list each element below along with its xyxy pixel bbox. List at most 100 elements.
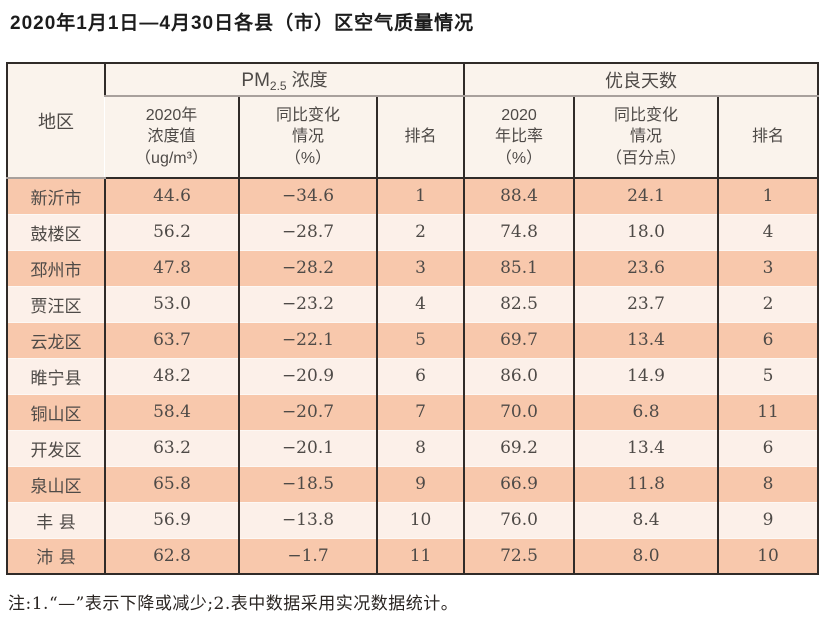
table-row: 云龙区 63.7 −22.1 5 69.7 13.4 6 <box>7 321 819 358</box>
table-row: 丰 县 56.9 −13.8 10 76.0 8.4 9 <box>7 501 819 538</box>
value-cell: 7 <box>375 393 465 430</box>
region-cell: 铜山区 <box>7 393 105 430</box>
value-cell: −18.5 <box>238 465 377 502</box>
value-cell: 6 <box>375 357 465 394</box>
value-cell: 23.7 <box>573 285 719 322</box>
value-cell: −20.7 <box>238 393 377 430</box>
table-header: 地区 PM2.5 浓度 优良天数 2020年 浓度值 （ug/m³） 同比变化 情… <box>7 63 819 179</box>
value-cell: 76.0 <box>463 501 575 538</box>
table-row: 睢宁县 48.2 −20.9 6 86.0 14.9 5 <box>7 357 819 394</box>
value-cell: 53.0 <box>104 285 239 322</box>
value-cell: 3 <box>717 249 819 286</box>
region-cell: 睢宁县 <box>7 357 105 394</box>
table-row: 沛 县 62.8 −1.7 11 72.5 8.0 10 <box>7 537 819 574</box>
value-cell: 48.2 <box>104 357 239 394</box>
region-cell: 邳州市 <box>7 249 105 286</box>
value-cell: 9 <box>717 501 819 538</box>
header-region: 地区 <box>7 63 105 179</box>
footnote: 注:1.“—”表示下降或减少;2.表中数据采用实况数据统计。 <box>8 594 459 614</box>
value-cell: −34.6 <box>238 177 377 214</box>
table-row: 贾汪区 53.0 −23.2 4 82.5 23.7 2 <box>7 285 819 322</box>
pm25-subscript: 2.5 <box>269 79 287 93</box>
header-group-pm25: PM2.5 浓度 <box>103 63 465 97</box>
value-cell: 1 <box>375 177 465 214</box>
value-cell: 8 <box>717 465 819 502</box>
header-pm-rank: 排名 <box>375 96 465 179</box>
value-cell: 11 <box>375 537 465 574</box>
value-cell: 44.6 <box>104 177 239 214</box>
header-gd-ratio: 2020 年比率 （%） <box>463 96 575 179</box>
value-cell: 13.4 <box>573 321 719 358</box>
header-sub-row: 2020年 浓度值 （ug/m³） 同比变化 情况 （%） 排名 2020 年比… <box>7 96 819 179</box>
value-cell: −28.7 <box>238 213 377 250</box>
page-title: 2020年1月1日—4月30日各县（市）区空气质量情况 <box>10 13 475 34</box>
value-cell: 70.0 <box>463 393 575 430</box>
value-cell: 47.8 <box>104 249 239 286</box>
value-cell: 74.8 <box>463 213 575 250</box>
value-cell: 9 <box>375 465 465 502</box>
value-cell: 62.8 <box>104 537 239 574</box>
table-row: 开发区 63.2 −20.1 8 69.2 13.4 6 <box>7 429 819 466</box>
header-gd-rank: 排名 <box>717 96 819 179</box>
value-cell: −28.2 <box>238 249 377 286</box>
value-cell: 10 <box>375 501 465 538</box>
value-cell: −22.1 <box>238 321 377 358</box>
header-pm-change: 同比变化 情况 （%） <box>238 96 377 179</box>
value-cell: 66.9 <box>463 465 575 502</box>
value-cell: 86.0 <box>463 357 575 394</box>
value-cell: 11 <box>717 393 819 430</box>
region-cell: 开发区 <box>7 429 105 466</box>
table-row: 邳州市 47.8 −28.2 3 85.1 23.6 3 <box>7 249 819 286</box>
value-cell: 11.8 <box>573 465 719 502</box>
region-cell: 云龙区 <box>7 321 105 358</box>
value-cell: 58.4 <box>104 393 239 430</box>
value-cell: −20.1 <box>238 429 377 466</box>
header-gd-change: 同比变化 情况 （百分点） <box>573 96 719 179</box>
value-cell: 63.7 <box>104 321 239 358</box>
value-cell: 13.4 <box>573 429 719 466</box>
value-cell: 69.7 <box>463 321 575 358</box>
value-cell: 63.2 <box>104 429 239 466</box>
value-cell: 8 <box>375 429 465 466</box>
value-cell: 6 <box>717 321 819 358</box>
value-cell: 72.5 <box>463 537 575 574</box>
value-cell: 69.2 <box>463 429 575 466</box>
value-cell: 8.0 <box>573 537 719 574</box>
value-cell: 10 <box>717 537 819 574</box>
header-group-row: 地区 PM2.5 浓度 优良天数 <box>7 63 819 179</box>
table-body: 新沂市 44.6 −34.6 1 88.4 24.1 1 鼓楼区 56.2 −28.7 2 74.8 1… <box>7 177 819 574</box>
value-cell: 82.5 <box>463 285 575 322</box>
table-row: 铜山区 58.4 −20.7 7 70.0 6.8 11 <box>7 393 819 430</box>
value-cell: 88.4 <box>463 177 575 214</box>
table-row: 新沂市 44.6 −34.6 1 88.4 24.1 1 <box>7 177 819 214</box>
value-cell: 14.9 <box>573 357 719 394</box>
value-cell: 8.4 <box>573 501 719 538</box>
region-cell: 鼓楼区 <box>7 213 105 250</box>
value-cell: 6.8 <box>573 393 719 430</box>
value-cell: 5 <box>717 357 819 394</box>
value-cell: 24.1 <box>573 177 719 214</box>
value-cell: 2 <box>717 285 819 322</box>
value-cell: 85.1 <box>463 249 575 286</box>
value-cell: −13.8 <box>238 501 377 538</box>
region-cell: 新沂市 <box>7 177 105 214</box>
pm25-label: PM2.5 <box>241 70 287 93</box>
value-cell: 6 <box>717 429 819 466</box>
value-cell: −23.2 <box>238 285 377 322</box>
region-cell: 沛 县 <box>7 537 105 574</box>
table-row: 泉山区 65.8 −18.5 9 66.9 11.8 8 <box>7 465 819 502</box>
value-cell: −1.7 <box>238 537 377 574</box>
value-cell: 4 <box>717 213 819 250</box>
value-cell: 5 <box>375 321 465 358</box>
value-cell: 18.0 <box>573 213 719 250</box>
value-cell: 4 <box>375 285 465 322</box>
header-pm-value: 2020年 浓度值 （ug/m³） <box>105 96 239 179</box>
table-row: 鼓楼区 56.2 −28.7 2 74.8 18.0 4 <box>7 213 819 250</box>
value-cell: 23.6 <box>573 249 719 286</box>
value-cell: 3 <box>375 249 465 286</box>
header-group-good-days: 优良天数 <box>463 63 819 97</box>
value-cell: 2 <box>375 213 465 250</box>
value-cell: 1 <box>717 177 819 214</box>
pm25-suffix-label: 浓度 <box>291 70 328 90</box>
air-quality-table: 地区 PM2.5 浓度 优良天数 2020年 浓度值 （ug/m³） 同比变化 情… <box>6 62 820 575</box>
